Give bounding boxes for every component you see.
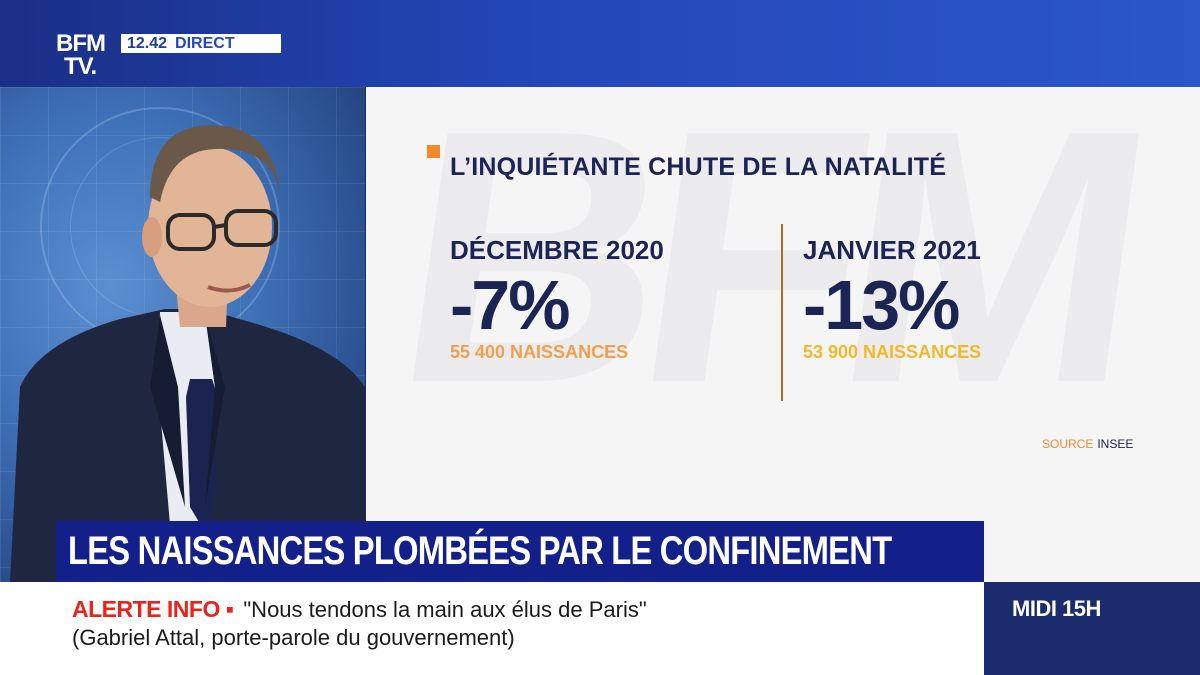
logo-line2: TV. (64, 53, 97, 80)
stat-change: -7% (450, 266, 570, 344)
alert-attribution: (Gabriel Attal, porte-parole du gouverne… (72, 625, 515, 650)
logo-line1: BFM (56, 30, 106, 57)
stat-births: 55 400 NAISSANCES (450, 342, 629, 362)
stat-births: 53 900 NAISSANCES (803, 342, 982, 362)
program-badge: MIDI 15H (984, 582, 1200, 675)
column-divider (781, 224, 783, 401)
stat-period: JANVIER 2021 (803, 235, 981, 265)
source-label: SOURCE (1042, 437, 1094, 451)
headline-text: LES NAISSANCES PLOMBÉES PAR LE CONFINEME… (68, 529, 892, 573)
stat-column-january: JANVIER 2021 -13% 53 900 NAISSANCES (803, 235, 981, 363)
alert-quote: "Nous tendons la main aux élus de Paris" (243, 597, 647, 622)
channel-logo: BFM TV. (56, 30, 106, 80)
stat-change: -13% (803, 266, 960, 344)
title-accent-square (427, 145, 440, 158)
source-credit: SOURCE INSEE (1042, 437, 1133, 451)
alert-tag: ALERTE INFO ▪ (72, 596, 234, 622)
alert-line-1: ALERTE INFO ▪ "Nous tendons la main aux é… (72, 596, 647, 623)
headline-banner: LES NAISSANCES PLOMBÉES PAR LE CONFINEME… (56, 521, 984, 582)
program-name: MIDI 15H (1012, 596, 1101, 621)
clock-time: 12.42 (127, 34, 168, 52)
stat-period: DÉCEMBRE 2020 (450, 235, 664, 265)
top-bar: BFM TV. 12.42 DIRECT (0, 0, 1200, 87)
source-name: INSEE (1097, 437, 1134, 451)
infographic-title: L’INQUIÉTANTE CHUTE DE LA NATALITÉ (450, 153, 947, 181)
presenter-image (10, 125, 365, 582)
stat-column-december: DÉCEMBRE 2020 -7% 55 400 NAISSANCES (450, 235, 664, 363)
live-label: DIRECT (175, 34, 235, 52)
alert-ticker: ALERTE INFO ▪ "Nous tendons la main aux é… (0, 582, 984, 675)
infographic-panel: BFM L’INQUIÉTANTE CHUTE DE LA NATALITÉ D… (366, 87, 1200, 582)
clock-badge: 12.42 DIRECT (121, 34, 281, 53)
